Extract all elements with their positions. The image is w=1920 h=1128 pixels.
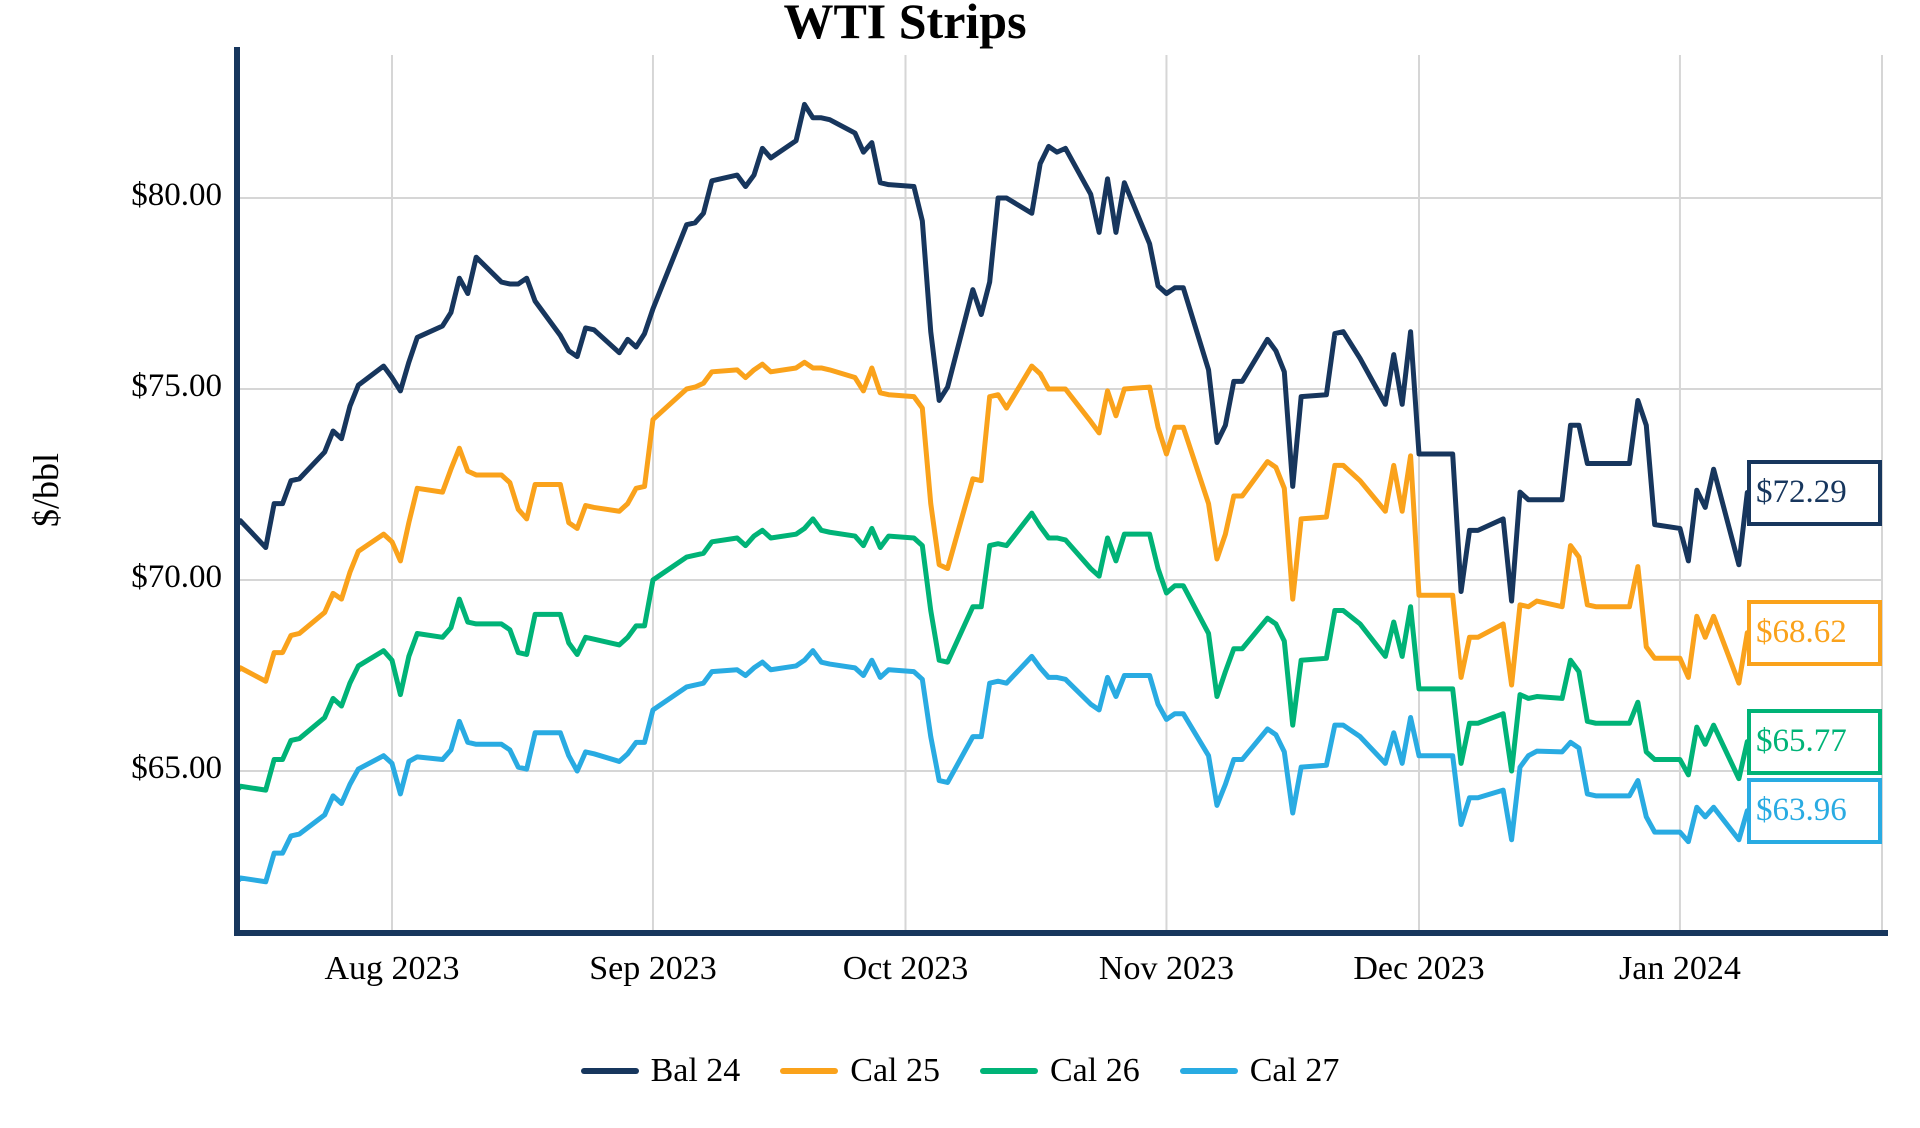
series-line-cal-26 — [236, 510, 1750, 793]
series-line-bal-24 — [236, 101, 1750, 604]
y-tick-label: $65.00 — [131, 750, 222, 786]
x-tick-label: Aug 2023 — [324, 950, 460, 987]
legend-item-bal-24: Bal 24 — [580, 1052, 741, 1090]
legend-label: Cal 26 — [1050, 1052, 1140, 1089]
legend-swatch — [1179, 1068, 1238, 1074]
legend: Bal 24 Cal 25 Cal 26 Cal 27 — [0, 1052, 1920, 1090]
series-line-cal-25 — [236, 359, 1750, 688]
x-tick-label: Oct 2023 — [842, 950, 969, 987]
series-line-cal-27 — [236, 648, 1750, 885]
y-tick-label: $80.00 — [131, 177, 222, 213]
y-axis-title: $/bbl — [26, 453, 66, 528]
legend-swatch — [980, 1068, 1038, 1074]
x-tick-label: Jan 2024 — [1619, 950, 1741, 987]
end-label-bal-24: $72.29 — [1747, 459, 1882, 526]
end-label-cal-26: $65.77 — [1747, 708, 1882, 775]
legend-item-cal-25: Cal 25 — [780, 1052, 940, 1090]
end-label-cal-25: $68.62 — [1747, 599, 1882, 666]
chart-title: WTI Strips — [783, 0, 1027, 49]
legend-item-cal-27: Cal 27 — [1179, 1052, 1340, 1090]
y-tick-label: $75.00 — [131, 368, 222, 404]
legend-label: Cal 25 — [850, 1052, 940, 1089]
x-tick-label: Dec 2023 — [1353, 950, 1485, 987]
y-tick-label: $70.00 — [131, 559, 222, 595]
legend-item-cal-26: Cal 26 — [980, 1052, 1140, 1090]
legend-swatch — [780, 1068, 839, 1074]
legend-label: Bal 24 — [650, 1052, 741, 1089]
legend-swatch — [580, 1068, 639, 1074]
legend-label: Cal 27 — [1249, 1052, 1340, 1089]
end-label-cal-27: $63.96 — [1747, 777, 1882, 844]
x-tick-label: Nov 2023 — [1098, 950, 1234, 987]
x-tick-label: Sep 2023 — [589, 950, 717, 987]
